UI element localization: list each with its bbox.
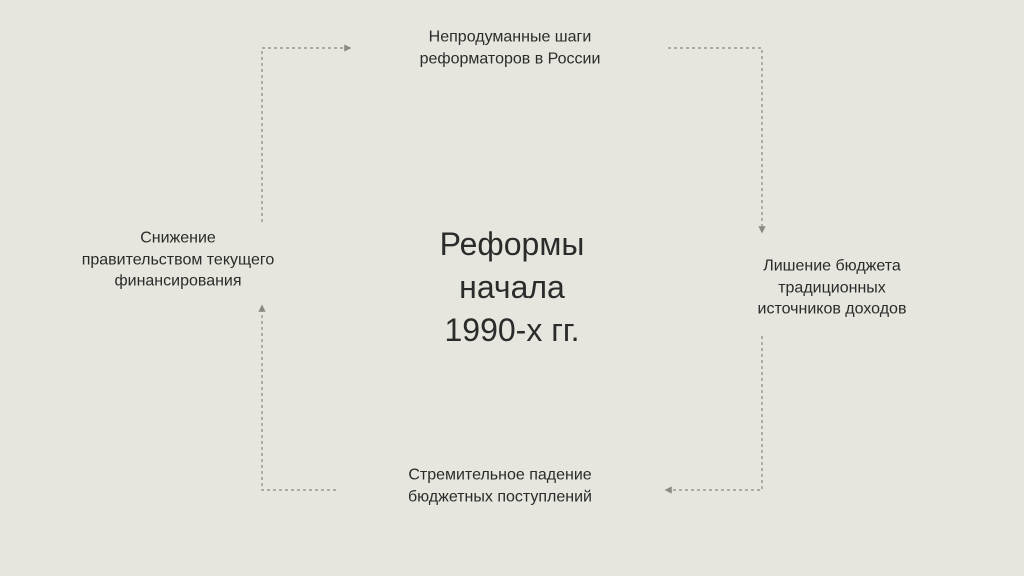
node-top: Непродуманные шагиреформаторов в России	[360, 26, 660, 69]
center-title: Реформыначала1990-х гг.	[362, 223, 662, 353]
node-bottom: Стремительное падениебюджетных поступлен…	[340, 464, 660, 507]
node-right: Лишение бюджетатрадиционныхисточников до…	[702, 256, 962, 321]
node-left: Снижениеправительством текущегофинансиро…	[48, 228, 308, 293]
